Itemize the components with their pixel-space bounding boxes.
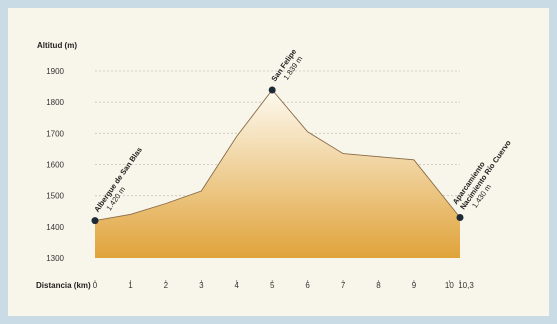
x-tick-label: 1 [128,281,133,290]
x-tick-label: 4 [235,281,240,290]
x-tick-label: 10 [445,281,454,290]
x-tick-label: 3 [199,281,204,290]
y-axis-ticks: 1900 1800 1700 1600 1500 1400 1300 [46,67,64,263]
area-layer [94,89,461,258]
x-tick-label: 0 [93,281,98,290]
x-tick-label: 6 [305,281,310,290]
waypoint-marker [268,86,276,94]
waypoint-name: Albergue de San Blas [92,145,144,213]
y-tick-label: 1500 [46,192,64,201]
waypoint-name-line: Nacimiento Río Cuervo [458,138,513,211]
y-tick-label: 1400 [46,223,64,232]
y-tick-label: 1800 [46,98,64,107]
y-tick-label: 1700 [46,129,64,138]
x-tick-label: 8 [376,281,381,290]
y-axis-title: Altitud (m) [37,41,77,50]
x-tick-label: 5 [270,281,275,290]
x-tick-label: 7 [341,281,346,290]
y-tick-label: 1900 [46,67,64,76]
x-axis-ticks: 0 1 2 3 4 5 6 7 8 9 10 10,3 [93,280,474,290]
elevation-area [95,90,460,258]
x-tick-label: 10,3 [458,281,474,290]
x-tick-label: 2 [164,281,169,290]
waypoint-marker [91,217,99,225]
markers [91,86,464,225]
y-tick-label: 1600 [46,161,64,170]
x-tick-label: 9 [412,281,417,290]
waypoint-marker [456,213,464,221]
x-axis-title: Distancia (km) [36,281,91,290]
y-tick-label: 1300 [46,254,64,263]
